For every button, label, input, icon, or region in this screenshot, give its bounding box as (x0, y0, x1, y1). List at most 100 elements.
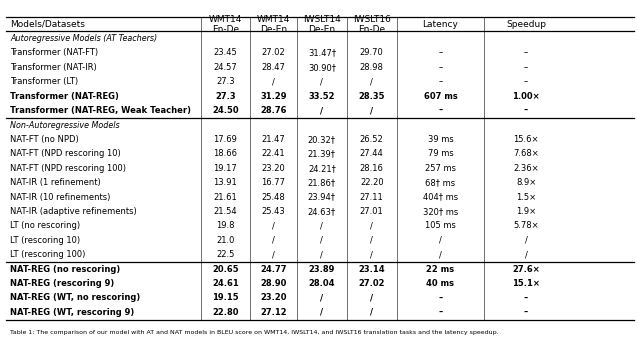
Text: 40 ms: 40 ms (426, 279, 454, 288)
Text: 28.35: 28.35 (358, 92, 385, 101)
Text: 23.14: 23.14 (358, 265, 385, 274)
Text: 27.3: 27.3 (215, 92, 236, 101)
Text: 404† ms: 404† ms (423, 193, 458, 201)
Text: /: / (371, 250, 373, 259)
Text: 8.9×: 8.9× (516, 178, 536, 187)
Text: NAT-FT (NPD rescoring 10): NAT-FT (NPD rescoring 10) (10, 149, 121, 158)
Text: –: – (438, 294, 442, 303)
Text: 7.68×: 7.68× (513, 149, 539, 158)
Text: –: – (524, 49, 528, 58)
Text: 24.77: 24.77 (260, 265, 287, 274)
Text: 22.41: 22.41 (262, 149, 285, 158)
Text: NAT-IR (10 refinements): NAT-IR (10 refinements) (10, 193, 111, 201)
Text: 105 ms: 105 ms (425, 221, 456, 230)
Text: 1.5×: 1.5× (516, 193, 536, 201)
Text: 29.70: 29.70 (360, 49, 383, 58)
Text: /: / (371, 77, 373, 86)
Text: –: – (524, 77, 528, 86)
Text: LT (rescoring 100): LT (rescoring 100) (10, 250, 86, 259)
Text: 27.02: 27.02 (261, 49, 285, 58)
Text: Non-Autoregressive Models: Non-Autoregressive Models (10, 120, 120, 129)
Text: 68† ms: 68† ms (426, 178, 456, 187)
Text: 24.57: 24.57 (213, 63, 237, 72)
Text: Transformer (NAT-REG): Transformer (NAT-REG) (10, 92, 119, 101)
Text: 22.80: 22.80 (212, 308, 239, 317)
Text: IWSLT14
De-En: IWSLT14 De-En (303, 14, 340, 34)
Text: –: – (524, 106, 528, 115)
Text: 24.63†: 24.63† (308, 207, 336, 216)
Text: Autoregressive Models (AT Teachers): Autoregressive Models (AT Teachers) (10, 34, 157, 43)
Text: 28.47: 28.47 (261, 63, 285, 72)
Text: –: – (438, 77, 442, 86)
Text: 320† ms: 320† ms (423, 207, 458, 216)
Text: NAT-FT (NPD rescoring 100): NAT-FT (NPD rescoring 100) (10, 164, 126, 173)
Text: NAT-IR (1 refinement): NAT-IR (1 refinement) (10, 178, 101, 187)
Text: IWSLT16
En-De: IWSLT16 En-De (353, 14, 390, 34)
Text: NAT-REG (no rescoring): NAT-REG (no rescoring) (10, 265, 120, 274)
Text: –: – (438, 308, 442, 317)
Text: 28.98: 28.98 (360, 63, 384, 72)
Text: 20.65: 20.65 (212, 265, 239, 274)
Text: /: / (321, 77, 323, 86)
Text: /: / (525, 250, 527, 259)
Text: 21.86†: 21.86† (308, 178, 336, 187)
Text: 19.8: 19.8 (216, 221, 234, 230)
Text: 28.90: 28.90 (260, 279, 287, 288)
Text: –: – (438, 63, 442, 72)
Text: 33.52: 33.52 (308, 92, 335, 101)
Text: Transformer (LT): Transformer (LT) (10, 77, 78, 86)
Text: 27.3: 27.3 (216, 77, 235, 86)
Text: /: / (272, 77, 275, 86)
Text: /: / (371, 294, 373, 303)
Text: 27.01: 27.01 (360, 207, 383, 216)
Text: 20.32†: 20.32† (308, 135, 336, 144)
Text: 13.91: 13.91 (213, 178, 237, 187)
Text: 22 ms: 22 ms (426, 265, 454, 274)
Text: 28.16: 28.16 (360, 164, 384, 173)
Text: –: – (524, 308, 528, 317)
Text: 23.20: 23.20 (260, 294, 287, 303)
Text: WMT14
En-De: WMT14 En-De (209, 14, 242, 34)
Text: 18.66: 18.66 (213, 149, 237, 158)
Text: LT (no rescoring): LT (no rescoring) (10, 221, 80, 230)
Text: 23.45: 23.45 (213, 49, 237, 58)
Text: 15.6×: 15.6× (513, 135, 539, 144)
Text: 23.89: 23.89 (308, 265, 335, 274)
Text: 15.1×: 15.1× (512, 279, 540, 288)
Text: 24.50: 24.50 (212, 106, 239, 115)
Text: 2.36×: 2.36× (513, 164, 539, 173)
Text: 31.47†: 31.47† (308, 49, 336, 58)
Text: 27.12: 27.12 (260, 308, 287, 317)
Text: –: – (438, 106, 442, 115)
Text: 24.21†: 24.21† (308, 164, 336, 173)
Text: /: / (439, 250, 442, 259)
Text: /: / (321, 236, 323, 245)
Text: –: – (524, 63, 528, 72)
Text: 28.04: 28.04 (308, 279, 335, 288)
Text: NAT-FT (no NPD): NAT-FT (no NPD) (10, 135, 79, 144)
Text: 31.29: 31.29 (260, 92, 287, 101)
Text: /: / (272, 250, 275, 259)
Text: 257 ms: 257 ms (425, 164, 456, 173)
Text: /: / (321, 106, 323, 115)
Text: 21.47: 21.47 (261, 135, 285, 144)
Text: /: / (272, 221, 275, 230)
Text: 39 ms: 39 ms (428, 135, 453, 144)
Text: 607 ms: 607 ms (424, 92, 458, 101)
Text: /: / (371, 106, 373, 115)
Text: 16.77: 16.77 (261, 178, 285, 187)
Text: Transformer (NAT-REG, Weak Teacher): Transformer (NAT-REG, Weak Teacher) (10, 106, 191, 115)
Text: 17.69: 17.69 (213, 135, 237, 144)
Text: 23.20: 23.20 (261, 164, 285, 173)
Text: /: / (321, 294, 323, 303)
Text: –: – (438, 49, 442, 58)
Text: 21.39†: 21.39† (308, 149, 336, 158)
Text: /: / (321, 308, 323, 317)
Text: Models/Datasets: Models/Datasets (10, 20, 85, 29)
Text: 23.94†: 23.94† (308, 193, 336, 201)
Text: 27.11: 27.11 (360, 193, 383, 201)
Text: Latency: Latency (422, 20, 458, 29)
Text: 30.90†: 30.90† (308, 63, 336, 72)
Text: 22.20: 22.20 (360, 178, 383, 187)
Text: /: / (371, 221, 373, 230)
